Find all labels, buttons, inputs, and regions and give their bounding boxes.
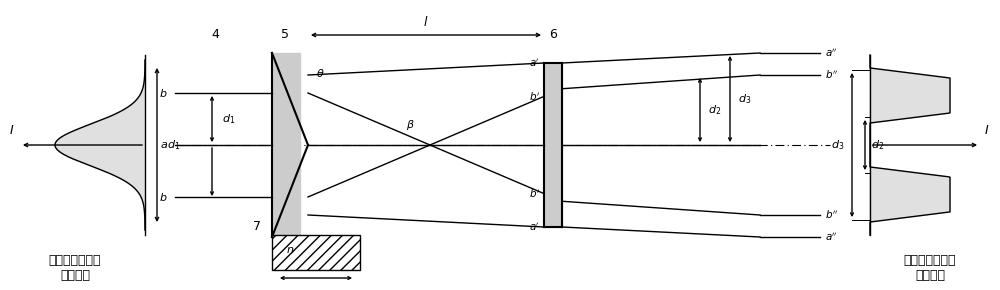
Text: $b''$: $b''$ [825, 69, 838, 81]
Polygon shape [870, 55, 950, 235]
Text: $d_3$: $d_3$ [738, 92, 751, 106]
Text: $d_1$: $d_1$ [222, 112, 235, 126]
Text: $b$: $b$ [159, 191, 168, 203]
Text: $a''$: $a''$ [825, 47, 838, 59]
Text: $d_2$: $d_2$ [871, 138, 884, 152]
Text: $l$: $l$ [423, 15, 429, 29]
Text: 6: 6 [549, 28, 557, 41]
Text: 4: 4 [211, 28, 219, 41]
Text: 5: 5 [281, 28, 289, 41]
Text: $a$: $a$ [160, 140, 168, 150]
Bar [272, 235, 360, 270]
Text: $b'$: $b'$ [529, 187, 540, 200]
Text: $a'$: $a'$ [529, 57, 540, 69]
Text: $I$: $I$ [9, 124, 15, 137]
Text: $b$: $b$ [159, 87, 168, 99]
Text: 通过轴锥镜对后
光强分布: 通过轴锥镜对后 光强分布 [904, 254, 956, 282]
Text: $I$: $I$ [984, 124, 990, 137]
Text: $n$: $n$ [286, 245, 294, 255]
Text: 7: 7 [253, 220, 261, 233]
Text: $d_2$: $d_2$ [708, 103, 721, 117]
Text: $a'$: $a'$ [529, 221, 540, 233]
Text: 入射轴锥镜对前
光强分布: 入射轴锥镜对前 光强分布 [49, 254, 101, 282]
Bar [272, 53, 300, 237]
Text: $\beta$: $\beta$ [406, 118, 414, 132]
Text: $b''$: $b''$ [825, 209, 838, 221]
Bar [544, 63, 562, 227]
Text: $a''$: $a''$ [825, 231, 838, 243]
Polygon shape [55, 60, 145, 230]
Text: $d_3$: $d_3$ [831, 138, 844, 152]
Text: $b'$: $b'$ [529, 90, 540, 103]
Text: $\theta$: $\theta$ [316, 67, 325, 79]
Text: $d_1$: $d_1$ [167, 138, 180, 152]
